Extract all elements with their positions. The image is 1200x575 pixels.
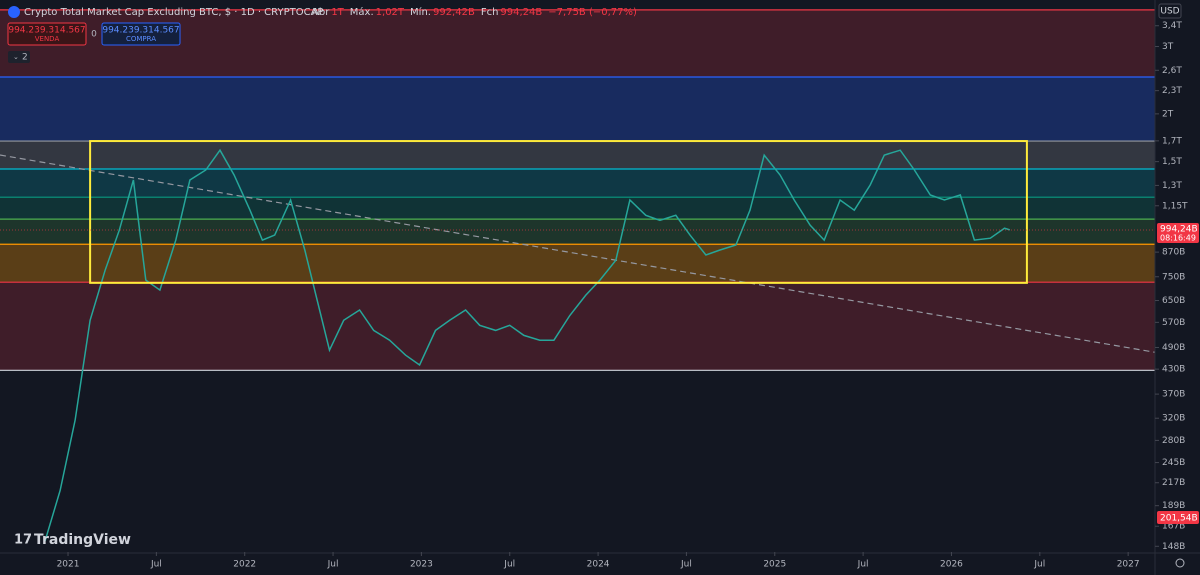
y-tick-label: 189B <box>1162 501 1185 511</box>
level-zone <box>0 9 1155 78</box>
ohlc-label: Mín. <box>410 6 431 18</box>
y-tick-label: 370B <box>1162 390 1185 400</box>
x-tick-label: 2024 <box>587 560 610 570</box>
x-tick-label: Jul <box>327 560 339 570</box>
x-tick-label: 2021 <box>57 560 80 570</box>
x-tick-label: 2026 <box>940 560 963 570</box>
axes: 3,4T 3T 2,6T 2,3T 2T 1,7T 1,5T 1,3T 1,15T 870B 750… <box>0 21 1199 570</box>
sell-button[interactable] <box>7 22 87 46</box>
y-tick-label: 430B <box>1162 365 1185 375</box>
level-zone <box>0 197 1155 220</box>
buy-button[interactable] <box>101 22 181 46</box>
x-tick-label: Jul <box>503 560 515 570</box>
y-tick-label: 750B <box>1162 272 1185 282</box>
x-tick-label: Jul <box>857 560 869 570</box>
y-tick-label: 320B <box>1162 414 1185 424</box>
symbol-icon <box>8 6 20 18</box>
y-tick-label: 650B <box>1162 296 1185 306</box>
indicator-toggle[interactable] <box>8 51 30 63</box>
y-tick-label: 217B <box>1162 478 1185 488</box>
plot <box>0 140 1156 542</box>
last-price-label: 994,24B <box>1160 224 1198 234</box>
change: −7,75B (−0,77%) <box>548 7 637 18</box>
level-zone <box>0 282 1155 371</box>
indicator-count: 2 <box>22 53 28 63</box>
y-tick-label: 1,5T <box>1162 157 1182 167</box>
y-tick-label: 148B <box>1162 542 1185 552</box>
settings-icon[interactable] <box>1175 558 1185 568</box>
currency-button[interactable] <box>1158 3 1182 19</box>
buy-label: COMPRA <box>126 35 156 43</box>
watermark: TradingView <box>34 532 131 548</box>
x-tick-label: 2025 <box>763 560 786 570</box>
y-tick-label: 3T <box>1162 42 1174 52</box>
sell-price: 994.239.314.567 <box>8 26 85 36</box>
y-tick-label: 1,15T <box>1162 201 1188 211</box>
y-tick-label: 1,7T <box>1162 136 1182 146</box>
level-zone <box>0 141 1155 170</box>
y-tick-label: 167B <box>1162 522 1185 532</box>
y-tick-label: 570B <box>1162 318 1185 328</box>
chevron: ⌄ <box>13 53 19 61</box>
level-zone <box>0 244 1155 283</box>
x-tick-label: Jul <box>150 560 162 570</box>
ohlc-value: 994,24B <box>500 7 542 18</box>
y-tick-label: 245B <box>1162 458 1185 468</box>
currency: USD <box>1160 7 1179 17</box>
y-tick-label: 2,3T <box>1162 86 1182 96</box>
x-tick-label: Jul <box>1033 560 1045 570</box>
ohlc-value: 1,02T <box>376 7 405 18</box>
range-box <box>89 140 1028 284</box>
y-tick-label: 870B <box>1162 248 1185 258</box>
spread: 0 <box>91 30 97 40</box>
last-price-tag <box>1157 222 1199 243</box>
level-zone <box>0 219 1155 245</box>
y-tick-label: 1,3T <box>1162 181 1182 191</box>
sell-label: VENDA <box>35 35 60 43</box>
y-tick-label: 280B <box>1162 436 1185 446</box>
symbol-title[interactable]: Crypto Total Market Cap Excluding BTC, $… <box>24 7 323 18</box>
countdown: 08:16:49 <box>1160 233 1196 242</box>
y-tick-label: 2T <box>1162 109 1174 119</box>
ohlc-value: 1T <box>331 7 344 18</box>
ohlc-label: Abr <box>312 7 330 18</box>
x-tick-label: 2022 <box>233 560 256 570</box>
y-tick-label: 3,4T <box>1162 21 1182 31</box>
level-zone <box>0 169 1155 198</box>
trendline <box>0 154 1156 353</box>
x-tick-label: 2023 <box>410 560 433 570</box>
volume-tag <box>1157 511 1199 524</box>
y-tick-label: 490B <box>1162 343 1185 353</box>
zones <box>0 9 1155 371</box>
x-tick-label: Jul <box>680 560 692 570</box>
header: Crypto Total Market Cap Excluding BTC, $… <box>7 3 1185 568</box>
price-line <box>44 148 1011 542</box>
y-tick-label: 2,6T <box>1162 66 1182 76</box>
level-zone <box>0 77 1155 142</box>
ohlc-label: Máx. <box>350 6 374 18</box>
ohlc-label: Fch <box>481 7 499 18</box>
ohlc-value: 992,42B <box>433 7 475 18</box>
buy-price: 994.239.314.567 <box>102 26 179 36</box>
x-tick-label: 2027 <box>1117 560 1140 570</box>
volume-label: 201,54B <box>1160 514 1198 524</box>
logo-icon: 17 <box>14 533 32 548</box>
